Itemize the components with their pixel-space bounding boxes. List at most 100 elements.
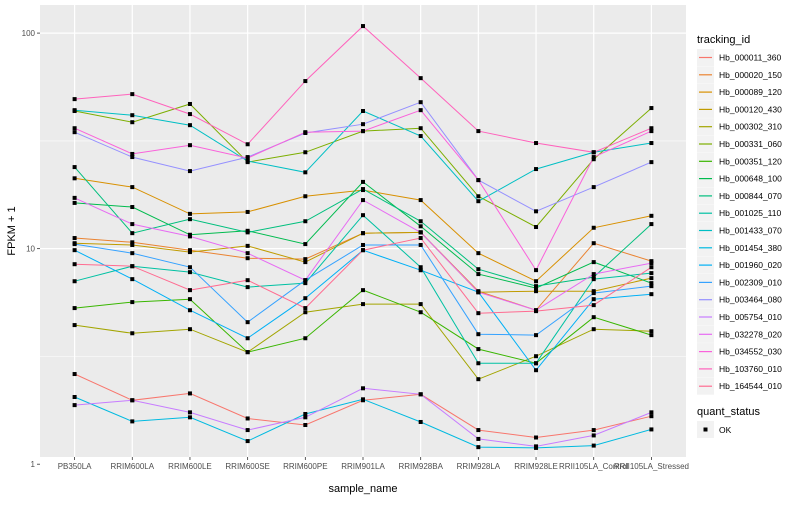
x-axis-title: sample_name — [328, 483, 397, 495]
data-point — [245, 336, 250, 341]
data-point — [418, 126, 423, 131]
data-point — [130, 92, 135, 97]
data-point — [591, 225, 596, 230]
data-point — [361, 187, 365, 192]
data-point — [303, 423, 308, 428]
data-point — [534, 141, 539, 146]
data-point — [418, 236, 423, 241]
data-point — [476, 445, 481, 450]
legend-label: Hb_164544_010 — [719, 381, 782, 391]
data-point — [649, 410, 654, 415]
data-point — [534, 167, 539, 172]
data-point — [187, 101, 192, 106]
data-point — [591, 428, 596, 433]
data-point — [649, 276, 654, 281]
data-point — [130, 300, 135, 305]
data-point — [418, 134, 423, 139]
data-point — [418, 230, 423, 235]
data-point — [130, 277, 135, 282]
data-point — [649, 427, 654, 432]
data-point — [72, 126, 77, 131]
data-point — [476, 428, 481, 433]
data-point — [591, 155, 596, 160]
data-point — [534, 268, 539, 273]
legend-label: Hb_032278_020 — [719, 329, 782, 339]
legend-label: Hb_000011_360 — [719, 53, 782, 63]
data-point — [591, 297, 596, 302]
data-point — [72, 108, 77, 113]
data-point — [591, 327, 596, 332]
x-tick-label: RRIM928BA — [398, 462, 443, 471]
x-tick-label: RRII105LA_Stressed — [614, 462, 689, 471]
data-point — [72, 130, 77, 135]
data-point — [361, 302, 365, 307]
data-point — [245, 278, 250, 283]
data-point — [649, 106, 654, 111]
data-point — [418, 76, 423, 81]
data-point — [130, 120, 135, 125]
legend-label: Hb_000351_120 — [719, 156, 782, 166]
data-point — [303, 257, 308, 262]
data-point — [649, 414, 654, 419]
series-points — [72, 24, 654, 450]
data-point — [534, 225, 539, 230]
data-point — [649, 160, 654, 165]
data-point — [361, 386, 365, 391]
data-point — [72, 195, 77, 200]
y-tick-label: 100 — [22, 29, 36, 38]
data-point — [72, 262, 77, 267]
data-point — [130, 222, 135, 227]
data-point — [130, 231, 135, 236]
data-point — [649, 129, 654, 134]
legend-label: Hb_000089_120 — [719, 87, 782, 97]
x-tick-label: RRIM928LE — [514, 462, 558, 471]
data-point — [187, 265, 192, 270]
data-point — [130, 151, 135, 156]
data-point — [591, 185, 596, 190]
data-point — [303, 194, 308, 199]
data-point — [418, 108, 423, 113]
data-point — [130, 185, 135, 190]
axes: 1 10 100 PB350LA RRIM600LA RRIM600LE RRIM600SE… — [22, 29, 689, 471]
data-point — [476, 332, 481, 337]
data-point — [361, 109, 365, 114]
data-point — [418, 419, 423, 424]
data-point — [534, 289, 539, 294]
data-point — [187, 250, 192, 255]
data-point — [303, 260, 308, 265]
data-point — [303, 278, 308, 283]
legend-label: OK — [719, 425, 732, 435]
data-point — [245, 428, 250, 433]
data-point — [187, 288, 192, 293]
data-point — [130, 251, 135, 256]
data-point — [187, 270, 192, 275]
data-point — [72, 242, 77, 247]
data-point — [649, 271, 654, 276]
data-point — [187, 112, 192, 117]
x-tick-label: PB350LA — [58, 462, 92, 471]
data-point — [361, 198, 365, 203]
data-point — [303, 411, 308, 416]
data-point — [72, 176, 77, 181]
data-point — [418, 310, 423, 315]
data-point — [130, 240, 135, 245]
data-point — [303, 281, 308, 286]
data-point — [476, 194, 481, 199]
data-point — [418, 265, 423, 270]
data-point — [187, 123, 192, 128]
data-point — [303, 310, 308, 315]
x-tick-label: RRIM600LE — [168, 462, 212, 471]
data-point — [245, 285, 250, 290]
data-point — [303, 219, 308, 224]
data-point — [72, 97, 77, 102]
legend-label: Hb_000020_150 — [719, 70, 782, 80]
legend-shape-title: quant_status — [697, 406, 760, 418]
data-point — [476, 347, 481, 352]
data-point — [534, 368, 539, 373]
data-point — [591, 157, 596, 162]
data-point — [187, 415, 192, 420]
data-point — [591, 443, 596, 448]
data-point — [245, 156, 250, 161]
data-point — [245, 320, 250, 325]
data-point — [534, 333, 539, 338]
